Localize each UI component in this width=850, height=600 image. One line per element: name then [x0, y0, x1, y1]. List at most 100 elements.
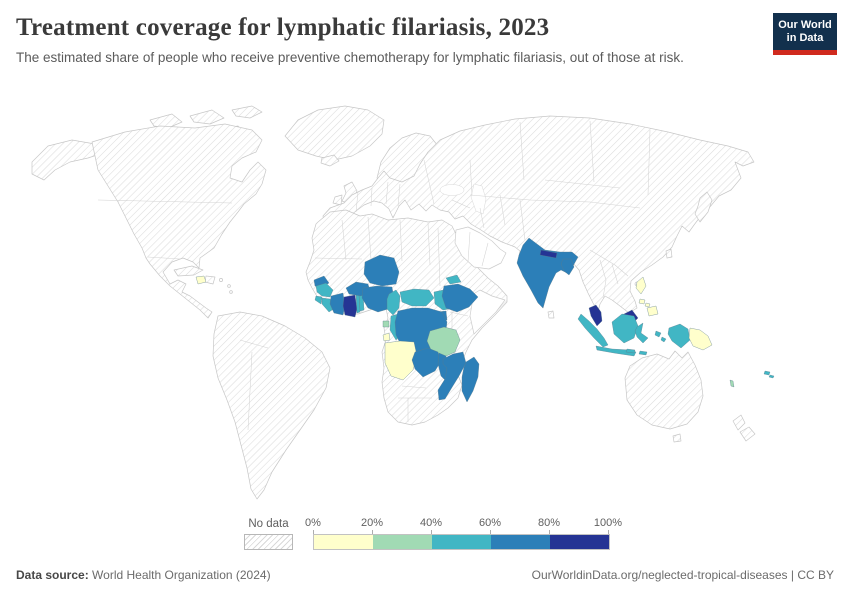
legend-segment-60-80%[interactable] — [491, 535, 550, 549]
region-dominican-republic[interactable] — [204, 275, 216, 285]
country-equatorial-guinea[interactable] — [382, 320, 390, 328]
region-taiwan[interactable] — [665, 248, 673, 259]
country-philippines-luzon[interactable] — [635, 276, 647, 295]
country-bangladesh[interactable] — [560, 258, 575, 276]
country-malaysia-peninsular[interactable] — [588, 304, 603, 327]
country-ethiopia[interactable] — [441, 283, 479, 313]
data-countries[interactable] — [195, 237, 775, 403]
legend-tick-mark — [490, 530, 491, 534]
country-ghana[interactable] — [342, 294, 358, 318]
country-indonesia-sulawesi[interactable] — [634, 322, 649, 344]
region-somalia[interactable] — [469, 289, 506, 335]
country-indonesia-lesser-sunda[interactable] — [625, 348, 636, 354]
region-new-zealand[interactable] — [732, 414, 746, 431]
world-map[interactable] — [0, 100, 850, 512]
country-eritrea[interactable] — [445, 274, 462, 285]
owid-logo-line1: Our World — [778, 18, 832, 31]
legend-no-data[interactable]: No data — [244, 518, 293, 550]
region-lesser-antilles[interactable] — [227, 284, 231, 288]
region-arctic-islands[interactable] — [149, 113, 183, 129]
region-new-zealand[interactable] — [739, 426, 756, 442]
country-central-african-republic[interactable] — [399, 288, 435, 307]
country-haiti[interactable] — [195, 275, 207, 285]
country-indonesia-lesser-sunda[interactable] — [638, 350, 648, 356]
legend-tick-mark — [313, 530, 314, 534]
country-tanzania[interactable] — [426, 326, 461, 359]
region-arctic-islands[interactable] — [231, 105, 263, 119]
country-niger[interactable] — [363, 254, 400, 287]
plain-landmasses[interactable] — [454, 226, 507, 335]
region-eurasia[interactable] — [322, 115, 755, 314]
region-arctic-islands[interactable] — [189, 109, 225, 125]
country-angola[interactable] — [384, 340, 418, 381]
country-philippines-mindanao[interactable] — [646, 305, 659, 317]
country-madagascar[interactable] — [461, 356, 480, 403]
legend-segment-80-100%[interactable] — [550, 535, 609, 549]
owid-logo[interactable]: Our World in Data — [773, 13, 837, 55]
legend-tick-label: 0% — [305, 517, 321, 529]
country-indonesia-java[interactable] — [595, 345, 637, 357]
country-india[interactable] — [516, 237, 579, 309]
country-vanuatu[interactable] — [729, 379, 735, 388]
country-indonesia-maluku[interactable] — [660, 336, 667, 343]
country-philippines-visayas[interactable] — [638, 298, 646, 305]
owid-logo-line2: in Data — [786, 31, 824, 44]
region-japan[interactable] — [694, 191, 713, 223]
legend-tick-mark — [431, 530, 432, 534]
region-australia[interactable] — [624, 350, 704, 430]
country-mozambique[interactable] — [437, 351, 467, 401]
region-sri-lanka[interactable] — [547, 310, 555, 319]
region-north-america[interactable] — [91, 123, 267, 319]
country-sierra-leone[interactable] — [314, 295, 323, 305]
country-liberia[interactable] — [321, 297, 336, 313]
country-angola[interactable] — [382, 332, 391, 342]
legend-segment-20-40%[interactable] — [373, 535, 432, 549]
country-indonesia-maluku[interactable] — [654, 330, 662, 338]
country-cameroon[interactable] — [386, 289, 401, 316]
region-tasmania[interactable] — [672, 433, 682, 443]
country-papua-new-guinea[interactable] — [688, 327, 713, 351]
region-greenland[interactable] — [284, 105, 385, 161]
legend-tick-label: 60% — [478, 517, 502, 529]
data-source-label: Data source: — [16, 568, 89, 582]
legend-tick-label: 80% — [537, 517, 561, 529]
black-sea — [439, 184, 465, 196]
country-indonesia-kalimantan[interactable] — [611, 313, 639, 344]
region-lesser-antilles[interactable] — [229, 290, 233, 294]
legend-tick-label: 20% — [360, 517, 384, 529]
region-ireland[interactable] — [332, 194, 343, 206]
region-arabian-peninsula[interactable] — [454, 226, 507, 270]
legend-no-data-label: No data — [248, 518, 289, 530]
country-fiji[interactable] — [768, 374, 775, 379]
page-title: Treatment coverage for lymphatic filaria… — [16, 14, 550, 41]
country-borders-decoration — [97, 120, 651, 431]
country-nepal[interactable] — [539, 249, 558, 259]
legend-tick-mark — [372, 530, 373, 534]
country-indonesia-west-papua[interactable] — [667, 323, 691, 349]
country-zambia[interactable] — [411, 347, 442, 378]
country-indonesia-sumatra[interactable] — [577, 313, 609, 348]
legend-segment-0-20%[interactable] — [314, 535, 373, 549]
legend-color-bar — [313, 534, 610, 550]
region-alaska[interactable] — [31, 139, 101, 181]
country-guinea[interactable] — [315, 282, 334, 298]
country-fiji[interactable] — [763, 370, 771, 376]
region-cuba[interactable] — [173, 265, 204, 277]
region-south-america[interactable] — [212, 311, 331, 500]
data-source-value: World Health Organization (2024) — [88, 568, 271, 582]
caspian-sea — [470, 183, 487, 215]
chart-footer: Data source: World Health Organization (… — [16, 568, 834, 582]
chart-header: Treatment coverage for lymphatic filaria… — [16, 14, 758, 67]
data-source-line: Data source: World Health Organization (… — [16, 568, 271, 582]
legend-tick-mark — [608, 530, 609, 534]
legend-segment-40-60%[interactable] — [432, 535, 491, 549]
legend-scale: 0% 20% 40% 60% 80% 100% — [305, 517, 622, 550]
legend-no-data-swatch[interactable] — [244, 534, 293, 550]
region-puerto-rico[interactable] — [219, 278, 223, 282]
page-subtitle: The estimated share of people who receiv… — [16, 49, 684, 65]
country-cote-d-ivoire[interactable] — [329, 292, 346, 316]
country-philippines-visayas[interactable] — [644, 302, 651, 308]
region-iceland[interactable] — [320, 154, 340, 167]
legend-ticks: 0% 20% 40% 60% 80% 100% — [305, 517, 622, 534]
owid-credit-link[interactable]: OurWorldinData.org/neglected-tropical-di… — [531, 568, 834, 582]
